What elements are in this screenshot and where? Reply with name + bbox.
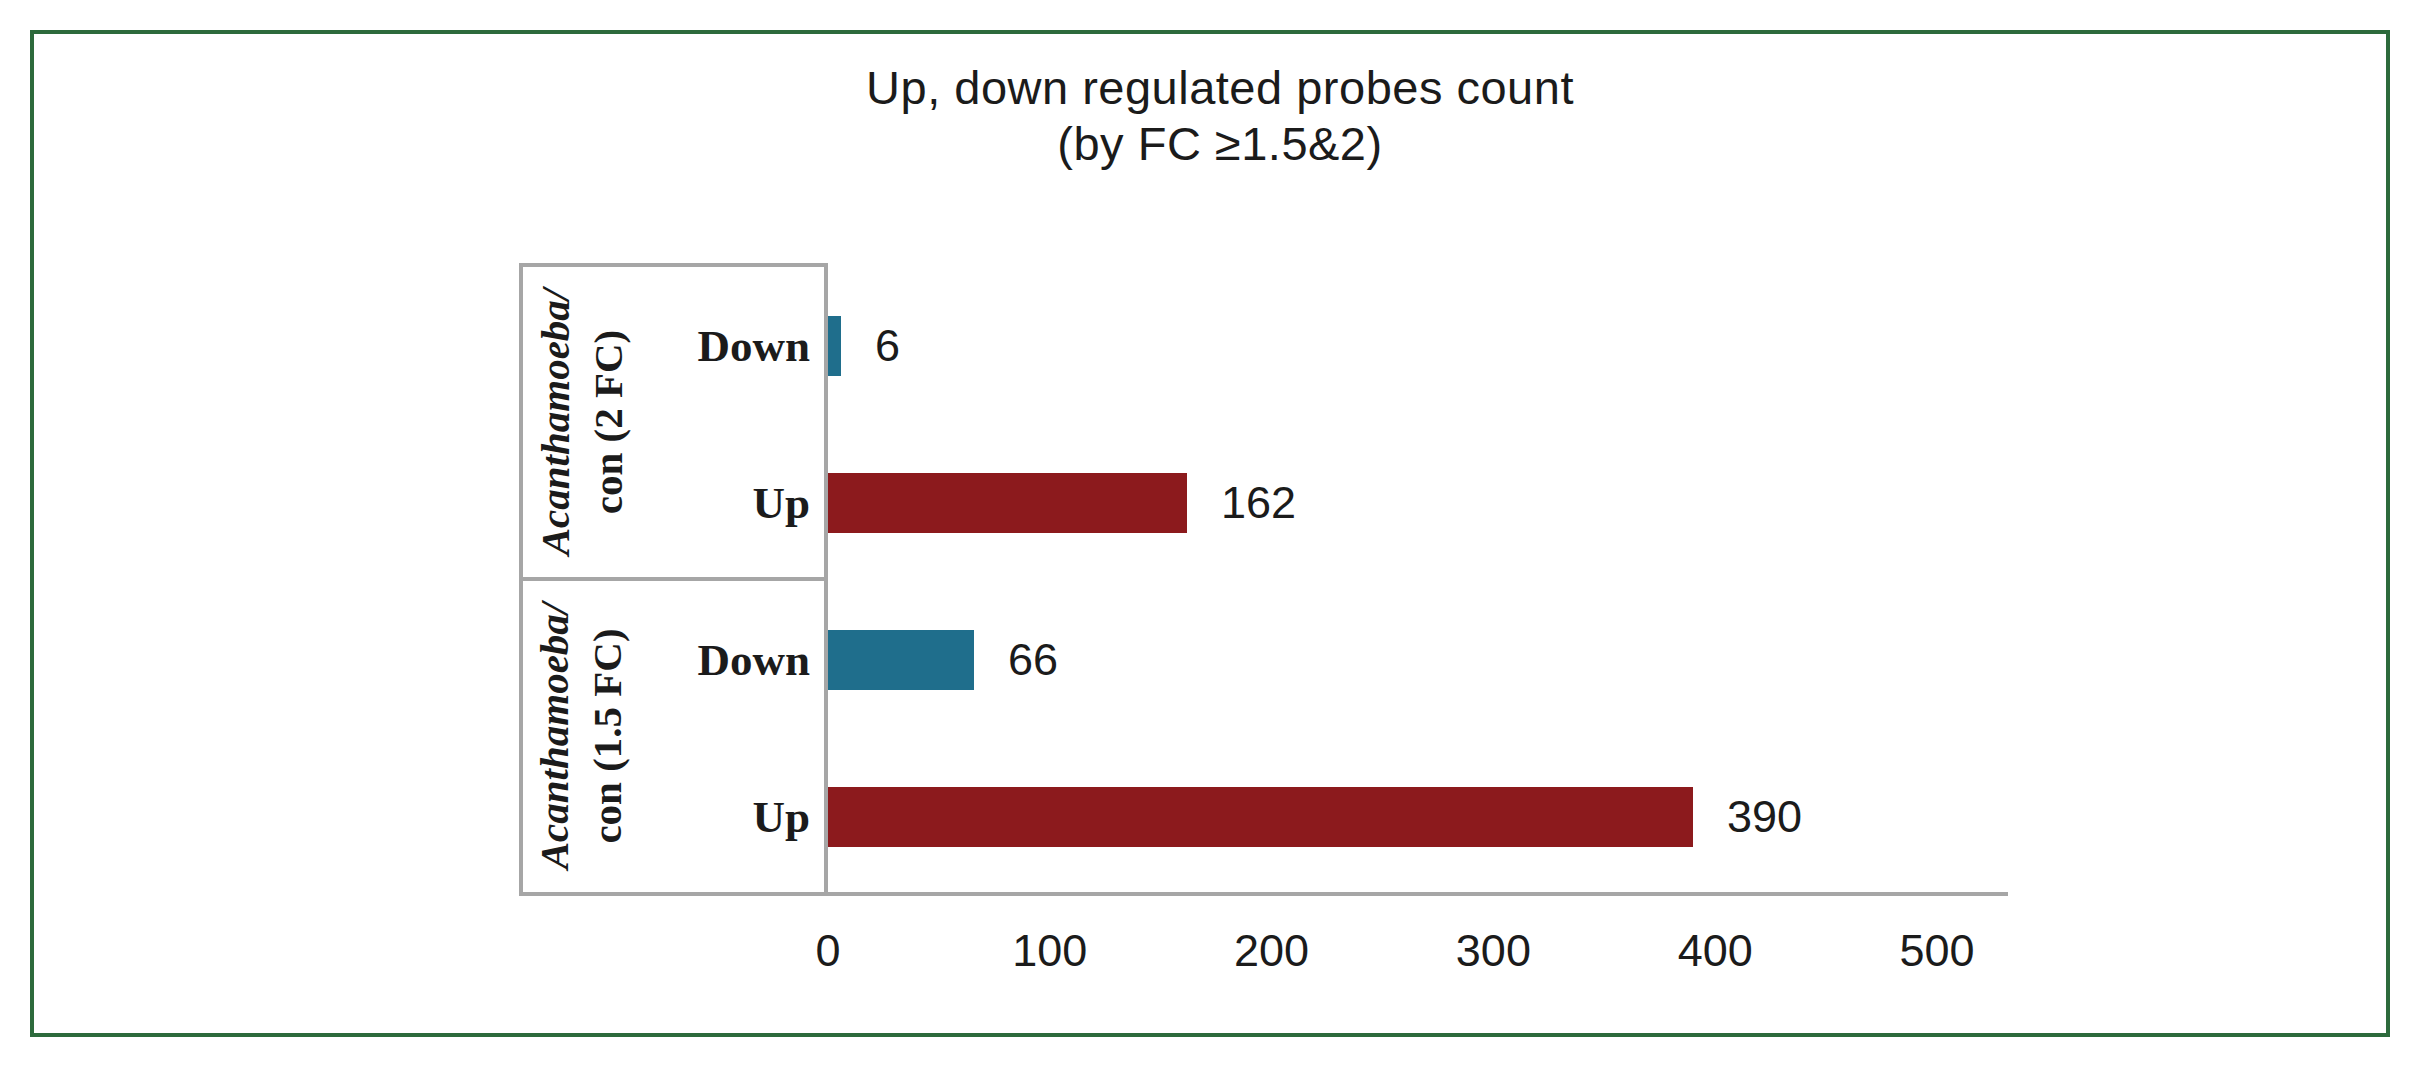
bar-down — [828, 630, 974, 690]
x-tick-label: 0 — [763, 926, 893, 976]
chart-figure: Up, down regulated probes count (by FC ≥… — [0, 0, 2422, 1069]
value-label: 6 — [875, 318, 900, 374]
value-label: 66 — [1008, 632, 1058, 688]
x-tick-label: 300 — [1428, 926, 1558, 976]
bar-up — [828, 473, 1187, 533]
x-tick-label: 100 — [985, 926, 1115, 976]
x-tick-label: 200 — [1207, 926, 1337, 976]
category-label-up: Up — [520, 473, 810, 533]
bar-up — [828, 787, 1693, 847]
category-label-down: Down — [520, 316, 810, 376]
value-label: 162 — [1221, 475, 1296, 531]
chart-title-line1: Up, down regulated probes count — [520, 60, 1920, 116]
chart-title: Up, down regulated probes count (by FC ≥… — [520, 60, 1920, 172]
chart-title-line2: (by FC ≥1.5&2) — [520, 116, 1920, 172]
x-axis-line — [519, 892, 2008, 896]
x-tick-label: 400 — [1650, 926, 1780, 976]
x-tick-label: 500 — [1872, 926, 2002, 976]
figure-green-frame — [30, 30, 2390, 1037]
category-label-down: Down — [520, 630, 810, 690]
category-label-up: Up — [520, 787, 810, 847]
value-label: 390 — [1727, 789, 1802, 845]
bar-down — [828, 316, 841, 376]
